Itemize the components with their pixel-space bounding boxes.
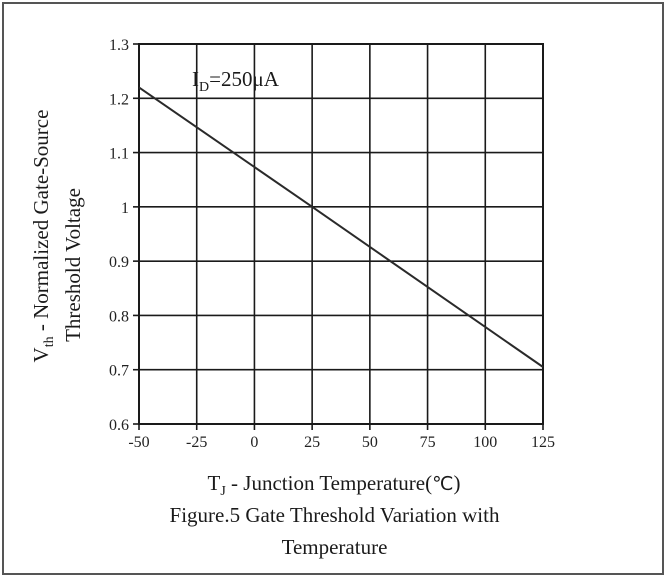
plot-area-border bbox=[138, 43, 544, 425]
y-axis-label-line-1: Vth - Normalized Gate-Source bbox=[29, 110, 57, 363]
chart: -50 -25 0 25 50 75 100 125 0.6 0.7 0.8 0.9 1 1.1 1.2 1… bbox=[29, 37, 555, 499]
y-tick-label-0: 0.6 bbox=[109, 417, 129, 434]
y-tick-label-4: 1 bbox=[121, 200, 129, 217]
y-tick-labels: 0.6 0.7 0.8 0.9 1 1.1 1.2 1.3 bbox=[109, 37, 129, 434]
x-tick-label-6: 100 bbox=[473, 434, 497, 451]
y-tick-label-7: 1.3 bbox=[109, 37, 129, 54]
x-tick-label-3: 25 bbox=[304, 434, 320, 451]
series-line-0 bbox=[138, 86, 544, 368]
y-tick-label-5: 1.1 bbox=[109, 146, 129, 163]
x-tick-labels: -50 -25 0 25 50 75 100 125 bbox=[128, 434, 555, 451]
x-tick-label-4: 50 bbox=[362, 434, 378, 451]
x-tick-label-2: 0 bbox=[250, 434, 258, 451]
x-tick-label-5: 75 bbox=[420, 434, 436, 451]
figure-caption-line-1: Figure.5 Gate Threshold Variation with bbox=[169, 503, 500, 527]
chart-grid bbox=[133, 43, 544, 430]
y-tick-label-1: 0.7 bbox=[109, 363, 129, 380]
y-tick-label-2: 0.8 bbox=[109, 308, 129, 325]
x-tick-label-0: -50 bbox=[128, 434, 149, 451]
y-tick-label-3: 0.9 bbox=[109, 254, 129, 271]
x-tick-label-1: -25 bbox=[186, 434, 207, 451]
y-axis-label-line-2: Threshold Voltage bbox=[61, 188, 85, 342]
annotation-id-current: ID=250μA bbox=[192, 67, 280, 95]
series-layer bbox=[138, 86, 544, 368]
x-axis-label: TJ - Junction Temperature(℃) bbox=[208, 471, 461, 499]
y-tick-label-6: 1.2 bbox=[109, 91, 129, 108]
y-axis-label-2: Threshold Voltage bbox=[61, 188, 85, 342]
x-tick-label-7: 125 bbox=[531, 434, 555, 451]
y-axis-label: Vth - Normalized Gate-Source bbox=[29, 110, 57, 363]
figure-caption-line-2: Temperature bbox=[281, 535, 388, 559]
